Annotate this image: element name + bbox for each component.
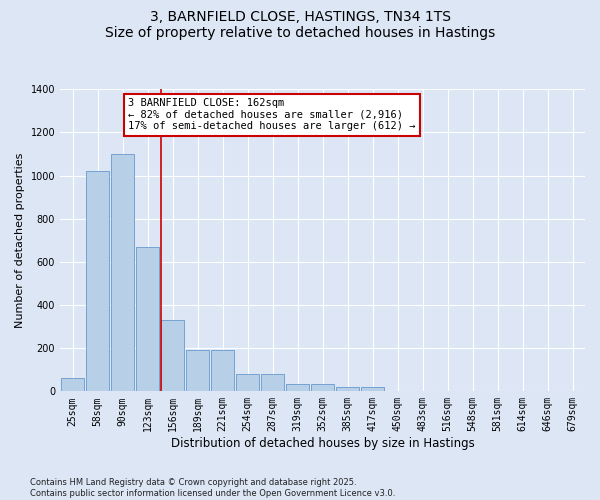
Bar (261, 374, 284, 392)
Bar (111, 154, 134, 392)
Bar (211, 350, 234, 392)
Text: 3, BARNFIELD CLOSE, HASTINGS, TN34 1TS
Size of property relative to detached hou: 3, BARNFIELD CLOSE, HASTINGS, TN34 1TS S… (105, 10, 495, 40)
Bar (86, 171, 109, 392)
Bar (136, 246, 159, 392)
Bar (161, 320, 184, 392)
Bar (61, 378, 84, 392)
X-axis label: Distribution of detached houses by size in Hastings: Distribution of detached houses by size … (170, 437, 475, 450)
Bar (236, 374, 259, 392)
Bar (286, 384, 309, 392)
Bar (336, 387, 359, 392)
Text: 3 BARNFIELD CLOSE: 162sqm
← 82% of detached houses are smaller (2,916)
17% of se: 3 BARNFIELD CLOSE: 162sqm ← 82% of detac… (128, 98, 416, 132)
Bar (311, 384, 334, 392)
Text: Contains HM Land Registry data © Crown copyright and database right 2025.
Contai: Contains HM Land Registry data © Crown c… (30, 478, 395, 498)
Y-axis label: Number of detached properties: Number of detached properties (15, 152, 25, 328)
Bar (361, 387, 384, 392)
Bar (186, 350, 209, 392)
